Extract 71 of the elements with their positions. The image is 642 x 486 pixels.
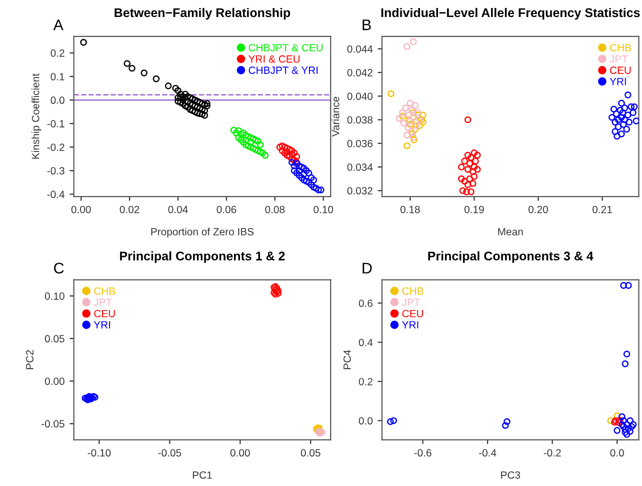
y-tick-label: -0.05 [42, 420, 64, 428]
y-tick-label: 0.4 [358, 338, 373, 346]
y-tick-label: -0.4 [47, 190, 64, 198]
x-tick-label: -0.4 [479, 449, 496, 457]
legend-label: JPT [94, 298, 112, 306]
legend-label: YRI [94, 321, 110, 328]
chart-title: Individual−Level Allele Frequency Statistics [381, 8, 640, 20]
legend-label: YRI [610, 78, 626, 86]
y-tick-label: 0.040 [347, 92, 373, 100]
x-tick-label: -0.2 [544, 449, 561, 457]
y-tick-label: 0.2 [50, 49, 64, 57]
y-tick-label: 0.036 [347, 140, 373, 148]
y-tick-label: 0.1 [50, 72, 64, 80]
legend-label: CHBJPT & YRI [248, 66, 318, 74]
chart-title: Principal Components 1 & 2 [120, 251, 285, 263]
x-tick-label: 0.20 [528, 206, 548, 214]
text: B [362, 20, 371, 30]
x-tick-label: -0.10 [88, 449, 111, 457]
x-tick-label: 0.18 [400, 206, 420, 214]
legend-label: JPT [402, 298, 420, 306]
x-axis-title: Mean [498, 228, 523, 236]
x-axis-title: PC1 [192, 471, 212, 479]
y-tick-label: 0.044 [347, 45, 373, 53]
y-axis-title: Variance [332, 96, 340, 137]
x-tick-label: 0.04 [168, 206, 188, 214]
y-tick-label: 0.042 [347, 68, 372, 76]
x-tick-label: 0.00 [230, 449, 250, 457]
y-tick-label: -0.3 [47, 167, 64, 175]
x-tick-label: 0.08 [265, 206, 285, 214]
y-axis-title: PC4 [343, 350, 351, 370]
legend-label: YRI [402, 321, 418, 328]
x-axis-title: PC3 [501, 471, 520, 479]
y-tick-label: 0.05 [44, 335, 64, 342]
x-tick-label: 0.21 [592, 206, 612, 214]
x-tick-label: 0.10 [314, 206, 334, 214]
legend-label: CEU [402, 310, 423, 318]
legend-label: CEU [610, 66, 631, 74]
y-tick-label: 0.034 [347, 163, 373, 171]
y-tick-label: -0.1 [47, 120, 64, 128]
legend-label: CHB [94, 287, 116, 295]
y-tick-label: 0.0 [50, 96, 64, 104]
legend-label: CHB [610, 44, 631, 52]
text: D [362, 262, 372, 274]
legend-label: CHBJPT & CEU [248, 44, 323, 52]
x-tick-label: 0.06 [216, 206, 236, 214]
x-tick-label: 0.05 [300, 449, 320, 457]
y-tick-label: 0.00 [44, 378, 64, 385]
x-tick-label: 0.00 [71, 206, 91, 214]
legend-label: CHB [402, 287, 424, 295]
x-axis-title: Proportion of Zero IBS [151, 228, 254, 238]
y-tick-label: 0.2 [358, 378, 372, 386]
x-tick-label: -0.05 [158, 449, 182, 457]
y-tick-label: 0.10 [44, 292, 64, 300]
legend-label: JPT [610, 55, 628, 63]
y-axis-title: PC2 [26, 350, 34, 370]
x-tick-label: 0.19 [464, 206, 484, 214]
y-tick-label: -0.2 [47, 144, 64, 151]
chart-title: Between−Family Relationship [114, 8, 290, 20]
x-tick-label: 0.02 [120, 206, 140, 214]
text: C [54, 262, 64, 274]
text: A [53, 20, 64, 30]
x-tick-label: -0.6 [414, 449, 432, 457]
y-tick-label: 0.0 [358, 417, 373, 425]
legend-label: YRI & CEU [248, 55, 300, 63]
y-tick-label: 0.038 [347, 116, 373, 124]
x-tick-label: 0.0 [610, 449, 624, 457]
y-tick-label: 0.032 [347, 187, 372, 194]
chart-title: Principal Components 3 & 4 [428, 251, 594, 263]
legend-label: CEU [94, 310, 115, 318]
y-axis-title: Kinship Coefficient [32, 74, 42, 159]
y-tick-label: 0.6 [358, 300, 373, 307]
